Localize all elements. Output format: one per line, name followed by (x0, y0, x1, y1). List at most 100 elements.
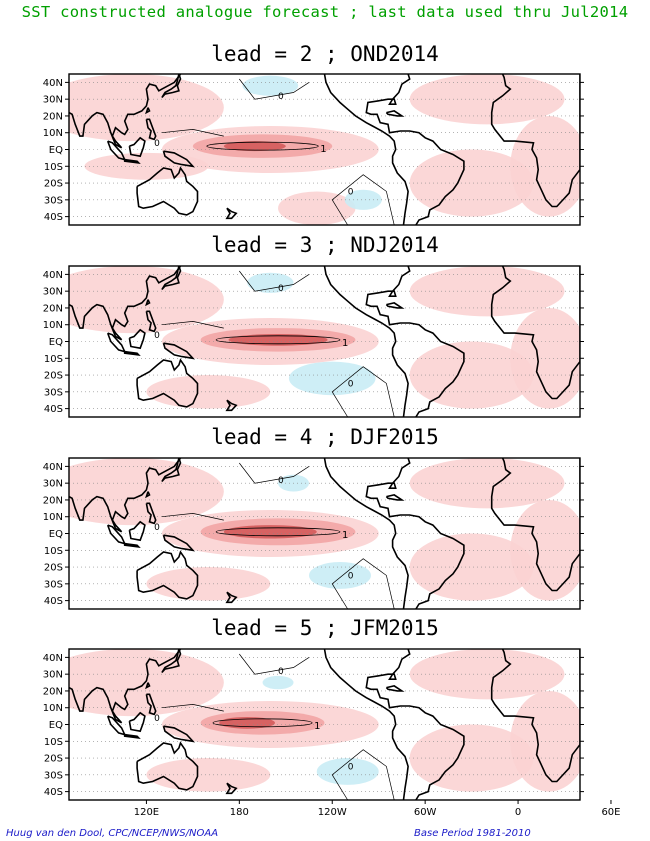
credit-text: Huug van den Dool, CPC/NCEP/NWS/NOAA (6, 828, 219, 839)
coastline (136, 550, 199, 600)
lon-label: 180 (230, 807, 249, 818)
coastline (323, 266, 409, 417)
coastline (136, 358, 199, 408)
coastline (323, 649, 409, 800)
coastline (323, 74, 409, 225)
anomaly-shading (409, 74, 565, 125)
zero-contour (331, 558, 395, 609)
lon-label: 0 (515, 807, 521, 818)
coastline (145, 491, 151, 499)
panel-title-lead-3: lead = 3 ; NDJ2014 (211, 233, 439, 257)
anomaly-shading (69, 74, 224, 142)
anomaly-shading (228, 333, 328, 346)
anomaly-shading (223, 525, 317, 539)
anomaly-shading (278, 191, 356, 225)
lat-label: 20N (43, 686, 63, 697)
panel-title-lead-5: lead = 5 ; JFM2015 (211, 616, 439, 640)
contour-label-zero: 0 (348, 762, 354, 772)
lat-label: 40S (44, 787, 63, 798)
lat-label: 10S (44, 162, 63, 173)
lat-label: 40N (43, 270, 63, 281)
coastline (145, 107, 151, 115)
lat-label: 40S (44, 212, 63, 223)
coastline (69, 266, 182, 341)
coastline (385, 110, 405, 117)
contour-label-zero: 0 (154, 139, 160, 149)
coastline (123, 350, 141, 356)
lon-label: 60E (601, 807, 620, 818)
lat-label: 30N (43, 95, 63, 106)
coastline (123, 733, 141, 739)
coastline (365, 266, 465, 417)
lat-label: EQ (49, 145, 63, 156)
map-panel-3: 1 0 0 0 40N 30N 20N 10N EQ 10S 20S 30S 40S (43, 265, 584, 418)
lat-label: 10S (44, 546, 63, 557)
anomaly-shading (309, 562, 371, 589)
coastline (106, 715, 127, 736)
zero-contour (161, 704, 224, 712)
coastline (585, 170, 596, 192)
coastline (490, 266, 580, 400)
coastline (161, 649, 182, 674)
one-contour (215, 527, 341, 537)
anomaly-shading (69, 649, 224, 717)
contour-label-zero: 0 (278, 667, 284, 677)
coastline (145, 682, 151, 690)
lon-label: 120W (318, 807, 347, 818)
coastline (145, 310, 157, 333)
lat-label: EQ (49, 529, 63, 540)
contour-label-zero: 0 (154, 331, 160, 341)
coastline (162, 534, 196, 552)
lat-label: 30N (43, 670, 63, 681)
coastline (225, 399, 238, 412)
panel-title-lead-4: lead = 4 ; DJF2015 (211, 425, 439, 449)
lat-label: 20S (44, 371, 63, 382)
coastline (128, 136, 146, 158)
coastline (128, 328, 146, 350)
contour-label-one: 1 (314, 721, 320, 732)
lat-label: 40S (44, 596, 63, 607)
anomaly-shading (409, 533, 534, 601)
lat-label: 10S (44, 737, 63, 748)
figure-title: SST constructed analogue forecast ; last… (21, 3, 629, 21)
lon-label: 60W (414, 807, 437, 818)
zero-contour (239, 653, 310, 675)
coastline (161, 74, 182, 99)
anomaly-shading (242, 75, 299, 96)
coastline (162, 342, 196, 360)
zero-contour (239, 78, 310, 100)
contour-label-zero: 0 (348, 571, 354, 581)
contour-label-zero: 0 (154, 714, 160, 724)
coastline (385, 302, 405, 309)
anomaly-shading (409, 724, 534, 792)
zero-contour (331, 174, 395, 225)
coastline (106, 524, 127, 545)
lat-label: 20S (44, 563, 63, 574)
coastline (161, 266, 182, 291)
coastline (585, 745, 596, 767)
coastline (585, 554, 596, 576)
lat-label: 20N (43, 495, 63, 506)
coastline (225, 782, 238, 795)
lat-label: EQ (49, 337, 63, 348)
anomaly-shading (223, 141, 286, 152)
zero-contour (161, 321, 224, 329)
anomaly-shading (69, 458, 224, 526)
one-contour (206, 141, 319, 151)
coastline (365, 649, 465, 800)
lat-label: 10S (44, 354, 63, 365)
coastline (123, 158, 141, 164)
lat-label: 20S (44, 179, 63, 190)
anomaly-shading (69, 266, 224, 334)
contour-label-one: 1 (320, 144, 326, 155)
coastline (136, 741, 199, 791)
anomaly-shading (262, 675, 294, 690)
coastline (225, 207, 238, 220)
lat-label: 20S (44, 754, 63, 765)
lat-label: 10N (43, 512, 63, 523)
contour-label-zero: 0 (278, 92, 284, 102)
anomaly-shading (247, 272, 294, 293)
contour-label-zero: 0 (348, 187, 354, 197)
map-panel-2: 1 0 0 0 40N 30N 20N 10N EQ 10S 20S 30S 40S (43, 73, 596, 226)
